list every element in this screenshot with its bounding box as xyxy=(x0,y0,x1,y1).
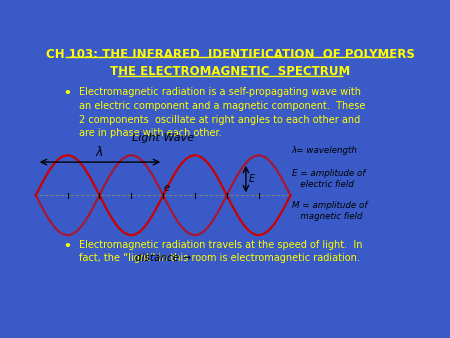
Text: M = amplitude of
   magnetic field: M = amplitude of magnetic field xyxy=(292,201,367,221)
Text: λ= wavelength: λ= wavelength xyxy=(292,146,358,155)
Text: CH 103: THE INFRARED  IDENTIFICATION  OF POLYMERS: CH 103: THE INFRARED IDENTIFICATION OF P… xyxy=(46,48,415,62)
Text: distance →: distance → xyxy=(135,253,191,263)
Text: E = amplitude of
   electric field: E = amplitude of electric field xyxy=(292,169,365,190)
Text: e: e xyxy=(163,183,169,193)
Text: Electromagnetic radiation travels at the speed of light.  In
fact, the “light” i: Electromagnetic radiation travels at the… xyxy=(79,240,362,263)
Text: •: • xyxy=(63,240,71,253)
Text: •: • xyxy=(63,88,71,100)
Text: $\lambda$: $\lambda$ xyxy=(95,145,104,159)
Text: THE ELECTROMAGNETIC  SPECTRUM: THE ELECTROMAGNETIC SPECTRUM xyxy=(111,65,351,78)
Text: Electromagnetic radiation is a self-propagating wave with
an electric component : Electromagnetic radiation is a self-prop… xyxy=(79,88,365,138)
Text: E: E xyxy=(248,174,254,184)
Title: Light Wave: Light Wave xyxy=(132,133,194,143)
